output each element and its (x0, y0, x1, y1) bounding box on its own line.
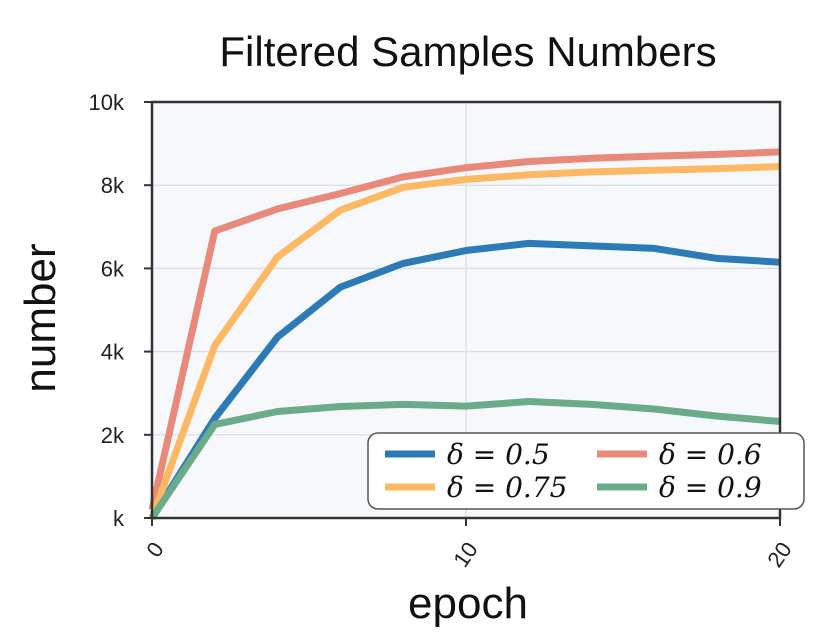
chart-title: Filtered Samples Numbers (219, 28, 716, 75)
y-tick-label: 2k (101, 423, 125, 448)
legend: δ = 0.5 δ = 0.6 δ = 0.75 δ = 0.9 (367, 432, 805, 510)
series-line (148, 148, 781, 511)
legend-label: δ = 0.9 (659, 471, 762, 504)
series-lines (148, 148, 781, 520)
y-tick-label: k (113, 506, 125, 531)
series-line (149, 239, 781, 520)
series-line (149, 398, 781, 520)
y-axis-ticks: k 2k 4k 6k 8k 10k (89, 90, 152, 531)
x-axis-label: epoch (408, 579, 528, 628)
y-tick-label: 10k (89, 90, 125, 115)
x-tick-label: 0 (141, 537, 169, 561)
legend-box (367, 432, 805, 510)
series-line (148, 163, 781, 520)
y-tick-label: 8k (101, 173, 125, 198)
y-tick-label: 4k (101, 340, 125, 365)
y-tick-label: 6k (101, 256, 125, 281)
x-tick-label: 10 (448, 537, 483, 571)
y-axis-label: number (16, 243, 65, 392)
x-tick-label: 20 (762, 537, 797, 571)
x-axis-ticks: 0 10 20 (141, 518, 797, 572)
legend-label: δ = 0.6 (659, 438, 762, 471)
legend-label: δ = 0.5 (447, 438, 550, 471)
legend-label: δ = 0.75 (447, 471, 567, 504)
